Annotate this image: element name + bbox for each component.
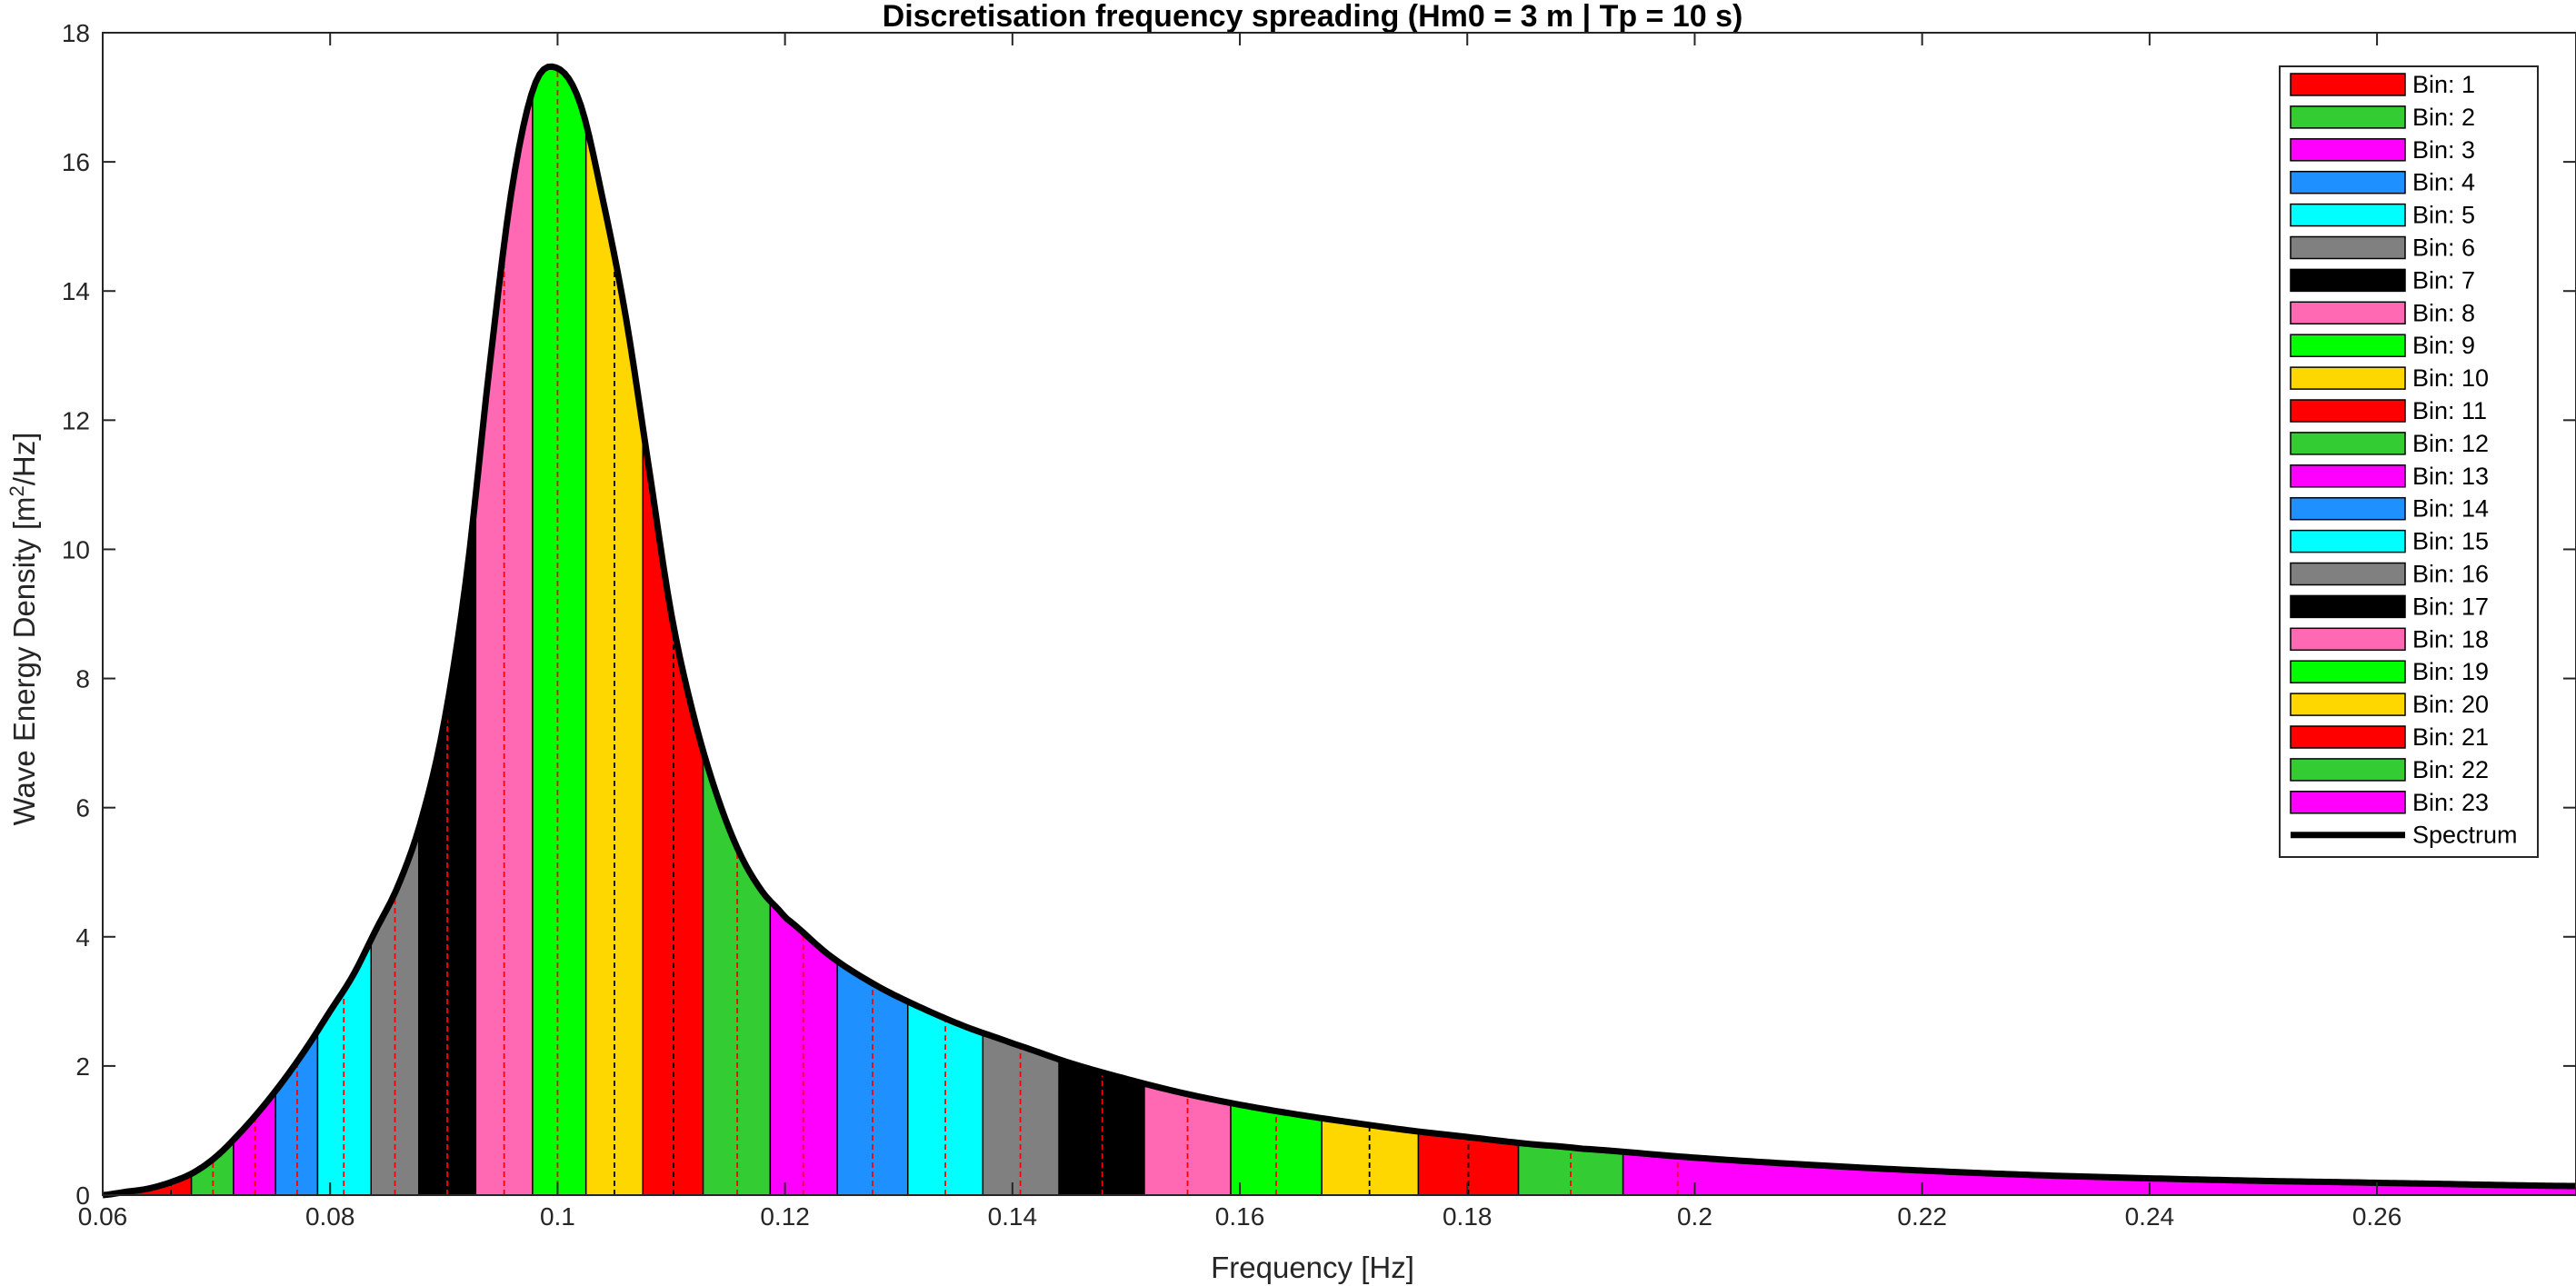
x-tick-label: 0.06 [78,1202,128,1231]
legend-swatch [2290,105,2406,129]
x-tick-label: 0.12 [760,1202,810,1231]
legend-label: Bin: 1 [2412,71,2475,98]
y-tick-label: 2 [75,1052,90,1081]
legend-label: Bin: 18 [2412,625,2489,653]
legend-swatch [2290,464,2406,488]
legend-label-spectrum: Spectrum [2412,822,2518,849]
legend-label: Bin: 5 [2412,202,2475,229]
legend-label: Bin: 22 [2412,756,2489,783]
bin-center-lines [170,68,1679,1195]
legend-swatch [2290,627,2406,652]
legend-label: Bin: 14 [2412,495,2489,523]
legend-box [2279,65,2539,858]
x-tick-label: 0.16 [1215,1202,1265,1231]
legend-label: Bin: 17 [2412,593,2489,620]
x-tick-label: 0.2 [1677,1202,1712,1231]
y-axis-title: Wave Energy Density [m2/Hz] [5,433,41,826]
legend-swatch [2290,693,2406,716]
legend-swatch [2290,301,2406,325]
legend-swatch [2290,791,2406,814]
bin-area-3 [233,1089,276,1196]
y-axis-title-main: Wave Energy Density [m [7,497,41,826]
y-tick-label: 12 [62,406,90,434]
legend-label: Bin: 7 [2412,266,2475,294]
legend-swatch [2290,235,2406,260]
legend-label: Bin: 20 [2412,691,2489,718]
y-tick-label: 4 [75,923,90,952]
legend-label: Bin: 2 [2412,104,2475,131]
bin-area-23 [1622,1151,2576,1196]
legend-swatch [2290,660,2406,683]
legend-label: Bin: 10 [2412,364,2489,392]
x-tick-label: 0.1 [540,1202,575,1231]
legend-label: Bin: 13 [2412,463,2489,490]
legend-swatch [2290,366,2406,390]
x-tick-label: 0.18 [1443,1202,1493,1231]
y-tick-label: 8 [75,665,90,693]
x-tick-label: 0.14 [988,1202,1038,1231]
legend-swatch [2290,725,2406,749]
y-tick-label: 0 [75,1181,90,1210]
legend-swatch [2290,594,2406,619]
y-tick-label: 18 [62,19,90,47]
legend-swatch [2290,268,2406,293]
y-tick-label: 16 [62,148,90,176]
legend-label: Bin: 9 [2412,332,2475,359]
legend-label: Bin: 8 [2412,299,2475,326]
y-tick-label: 6 [75,794,90,822]
legend: Bin: 1 Bin: 2 Bin: 3 Bin: 4 Bin: 5 Bin: 6 Bin:… [2279,65,2539,858]
bin-area-9 [532,65,587,1196]
legend-swatch [2290,432,2406,455]
plot-area-frame [102,32,2576,1196]
y-axis-title-superscript: 2 [5,485,28,496]
x-tick-label: 0.26 [2352,1202,2402,1231]
legend-label: Bin: 12 [2412,430,2489,457]
legend-swatch [2290,203,2406,227]
legend-label: Bin: 4 [2412,169,2475,196]
y-tick-label: 10 [62,535,90,563]
legend-swatch [2290,334,2406,357]
legend-label: Bin: 3 [2412,136,2475,164]
legend-label: Bin: 19 [2412,658,2489,685]
legend-label: Bin: 6 [2412,234,2475,262]
legend-label: Bin: 16 [2412,561,2489,588]
legend-swatch [2290,529,2406,553]
legend-swatch [2290,562,2406,586]
spectrum-line [102,63,2576,1199]
x-tick-label: 0.24 [2125,1202,2175,1231]
legend-label: Bin: 23 [2412,789,2489,816]
legend-swatch [2290,138,2406,162]
x-axis-title: Frequency [Hz] [1211,1251,1414,1284]
legend-label: Bin: 21 [2412,723,2489,751]
legend-swatch [2290,73,2406,96]
legend-swatch [2290,399,2406,423]
y-axis-title-tail: /Hz] [7,433,41,486]
chart-title: Discretisation frequency spreading (Hm0 … [883,0,1743,34]
axis-ticks: 0.06 0.08 0.1 0.12 0.14 0.16 0.18 0.2 0.22 0.24 0.… [62,19,2576,1231]
legend-label: Bin: 11 [2412,397,2487,424]
x-tick-label: 0.22 [1897,1202,1947,1231]
legend-swatch [2290,758,2406,782]
legend-swatch [2290,496,2406,521]
legend-swatch [2290,170,2406,194]
legend-label: Bin: 15 [2412,528,2489,555]
y-tick-label: 14 [62,277,90,305]
bins-layer [102,65,2576,1196]
x-tick-label: 0.08 [305,1202,355,1231]
